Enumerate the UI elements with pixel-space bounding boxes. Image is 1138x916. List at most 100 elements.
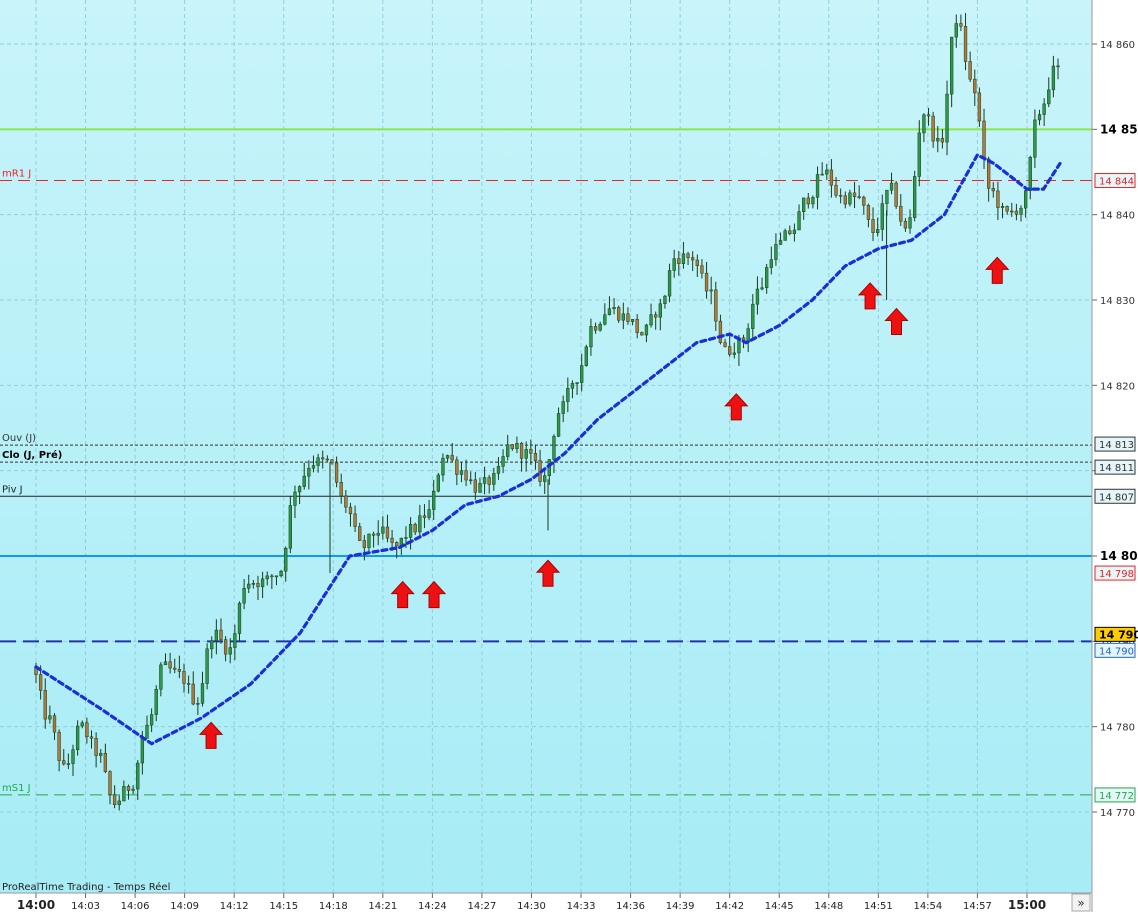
candle-body — [811, 197, 815, 205]
candle-body — [1033, 119, 1037, 158]
candle-body — [279, 570, 283, 577]
candle-body — [117, 800, 121, 806]
candle-body — [667, 270, 672, 297]
buy-arrow — [985, 256, 1010, 284]
candle-body — [774, 244, 778, 260]
candle-body — [1000, 206, 1005, 208]
candle-body — [755, 288, 760, 305]
candle-body — [857, 196, 861, 198]
candle-body — [987, 158, 991, 189]
candle-body — [191, 683, 195, 705]
candle-body — [371, 533, 376, 536]
time-axis[interactable]: 14:00 14:03 14:06 14:09 14:12 14:15 14:18 14:21… — [17, 893, 1046, 912]
candle-body — [654, 314, 658, 318]
candle-body — [251, 583, 256, 585]
candle-body — [561, 401, 565, 414]
candle-body — [52, 715, 57, 733]
candle-body — [626, 313, 630, 322]
candle-body — [728, 346, 732, 355]
candle-body — [390, 537, 394, 543]
scroll-button[interactable] — [1071, 893, 1091, 912]
level-label: mR1 J — [2, 169, 31, 180]
candle-body — [126, 786, 131, 791]
candle-body — [529, 449, 533, 454]
candle-body — [149, 714, 154, 726]
candle-body — [843, 195, 847, 205]
candle-body — [852, 192, 857, 197]
x-tick-label: 15:00 — [1008, 898, 1046, 912]
buy-arrow — [198, 721, 224, 749]
candle-body — [1047, 89, 1051, 105]
candle-body — [584, 346, 588, 366]
buy-arrow — [857, 282, 883, 310]
x-tick-label: 14:39 — [666, 901, 695, 912]
candle-body — [663, 295, 667, 304]
x-tick-label: 14:36 — [616, 901, 645, 912]
candle-body — [709, 289, 713, 292]
candlesticks — [34, 13, 1060, 811]
candle-body — [422, 515, 427, 518]
candle-body — [501, 456, 505, 467]
level-price-label: 14 813 — [1099, 440, 1134, 451]
candle-body — [186, 683, 191, 685]
price-label-box — [1094, 565, 1136, 581]
scroll-right-icon[interactable]: » — [1077, 896, 1084, 910]
candle-body — [99, 752, 103, 756]
candle-body — [936, 138, 940, 142]
candle-body — [589, 326, 593, 348]
candle-body — [66, 763, 71, 765]
candle-body — [876, 229, 880, 233]
watermark: ProRealTime Trading - Temps Réel — [2, 881, 170, 893]
level-price-label: 14 772 — [1099, 791, 1134, 802]
candle-body — [931, 115, 935, 142]
candle-body — [85, 722, 89, 737]
candle-body — [108, 771, 112, 796]
candle-body — [219, 629, 223, 640]
candle-body — [765, 267, 769, 289]
candle-body — [418, 515, 422, 533]
candle-body — [959, 23, 963, 27]
candle-body — [334, 462, 339, 483]
x-tick-label: 14:48 — [814, 901, 843, 912]
buy-arrow — [390, 580, 415, 609]
x-tick-label: 14:12 — [220, 901, 249, 912]
candle-body — [122, 786, 126, 802]
x-tick-label: 14:54 — [913, 901, 942, 912]
candle-body — [982, 120, 986, 160]
candle-body — [862, 196, 866, 206]
candle-body — [825, 169, 829, 175]
candle-body — [899, 205, 903, 222]
candle-body — [293, 491, 297, 506]
candle-body — [89, 736, 94, 739]
candle-body — [704, 272, 709, 292]
candle-body — [233, 633, 237, 648]
candle-body — [783, 230, 787, 241]
level-label: Clo (J, Pré) — [2, 449, 62, 461]
candle-body — [552, 436, 556, 460]
candle-body — [441, 457, 445, 476]
y-tick-label: 14 840 — [1100, 211, 1135, 222]
candle-body — [1056, 65, 1060, 68]
candle-body — [802, 197, 806, 212]
candle-body — [1019, 207, 1023, 215]
candle-body — [214, 629, 219, 641]
signal-arrows — [198, 256, 1010, 749]
candle-body — [237, 602, 242, 634]
level-label: mS1 J — [2, 783, 31, 794]
candle-body — [515, 442, 519, 449]
candle-body — [607, 308, 612, 316]
candle-body — [43, 690, 47, 720]
level-labels: mR1 J Ouv (J) Clo (J, Pré) Piv J mS1 J — [2, 169, 62, 794]
x-tick-label: 14:45 — [765, 901, 794, 912]
candle-body — [376, 532, 380, 536]
current-price-label: 14 790 — [1099, 628, 1138, 641]
candle-body — [154, 688, 158, 715]
candle-body — [48, 715, 52, 720]
candle-body — [510, 444, 514, 449]
candle-body — [1028, 157, 1032, 191]
candle-body — [302, 475, 306, 487]
candle-body — [1051, 65, 1056, 91]
